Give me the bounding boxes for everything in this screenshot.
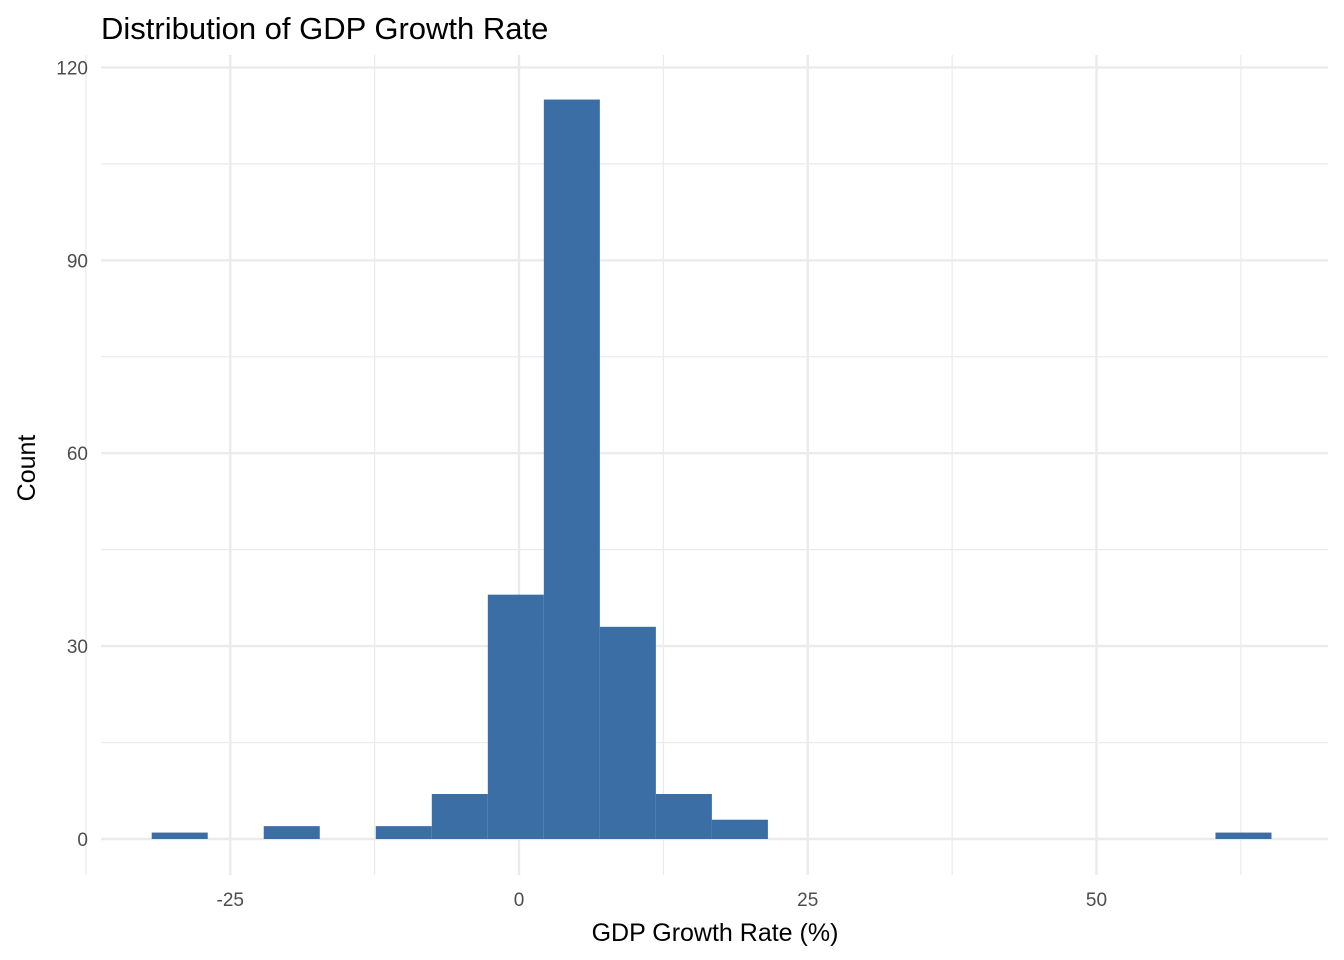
histogram-bar [487,594,544,839]
x-tick-label: 0 [514,890,525,911]
x-axis-ticks: -25 0 25 50 [217,890,1108,911]
x-tick-label: -25 [217,890,244,911]
x-axis-title: GDP Growth Rate (%) [592,919,839,947]
y-tick-label: 120 [56,58,88,79]
histogram-bar [599,626,656,839]
histogram-bar [711,819,768,839]
histogram-bars [151,99,1272,840]
histogram-bar [655,793,712,839]
histogram-bar [431,793,488,839]
y-tick-label: 0 [77,830,88,851]
y-axis-ticks: 0 30 60 90 120 [56,58,88,851]
histogram-bar [1215,832,1272,839]
y-tick-label: 60 [67,444,88,465]
chart-title: Distribution of GDP Growth Rate [101,11,548,46]
y-axis-title: Count [13,435,41,502]
histogram-bar [543,99,600,840]
y-tick-label: 90 [67,251,88,272]
y-tick-label: 30 [67,637,88,658]
grid [85,55,1328,875]
x-tick-label: 25 [797,890,818,911]
x-tick-label: 50 [1086,890,1107,911]
histogram-bar [151,832,208,839]
histogram-bar [375,826,432,839]
histogram-bar [263,826,320,839]
